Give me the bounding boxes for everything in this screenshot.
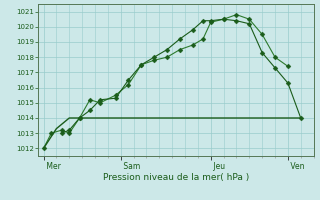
X-axis label: Pression niveau de la mer( hPa ): Pression niveau de la mer( hPa )	[103, 173, 249, 182]
